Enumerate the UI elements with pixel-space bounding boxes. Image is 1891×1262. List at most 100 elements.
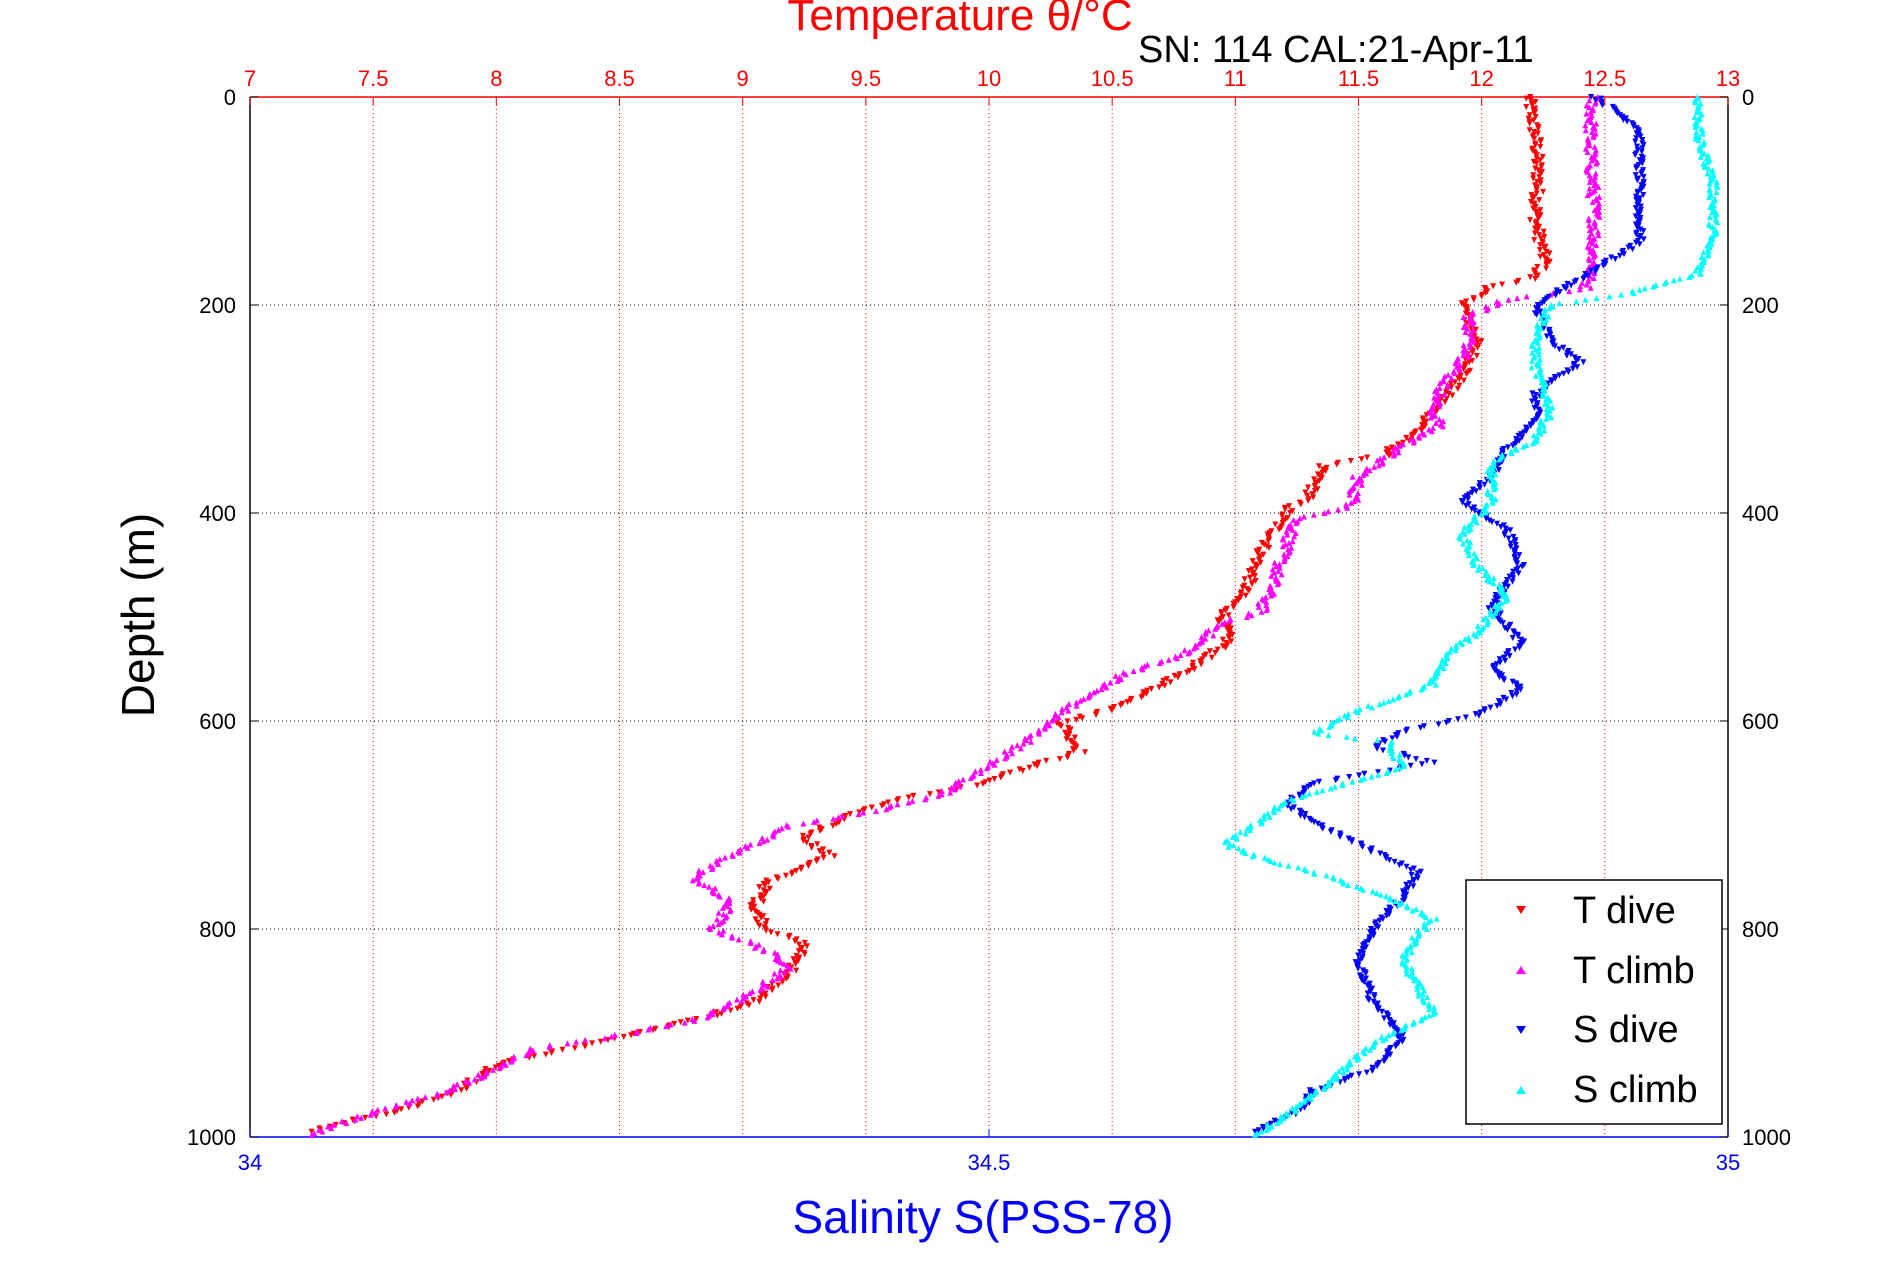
data-point-t-climb (1093, 687, 1100, 694)
data-point-t-climb (1156, 660, 1163, 666)
data-point-t-climb (860, 809, 867, 816)
data-point-t-dive (935, 789, 942, 796)
data-point-s-dive (1509, 678, 1516, 685)
data-point-s-dive (1483, 515, 1490, 522)
data-point-t-climb (1346, 488, 1353, 495)
data-point-s-dive (1492, 591, 1499, 598)
data-point-t-dive (1527, 94, 1534, 100)
data-point-t-climb (1281, 551, 1288, 558)
data-point-s-climb (1430, 1004, 1437, 1011)
data-point-t-climb (771, 970, 778, 977)
data-point-s-climb (1390, 755, 1397, 762)
data-point-t-dive (1255, 556, 1262, 563)
data-point-t-dive (458, 1087, 465, 1094)
data-point-s-climb (1331, 783, 1338, 790)
data-point-t-dive (1198, 661, 1205, 668)
data-point-t-climb (1284, 531, 1291, 538)
data-point-t-dive (1531, 225, 1538, 232)
data-point-t-dive (1208, 654, 1215, 661)
data-point-t-climb (774, 957, 781, 964)
data-point-s-climb (1261, 812, 1268, 819)
data-point-t-dive (991, 776, 998, 783)
data-point-t-climb (1325, 508, 1332, 515)
data-point-s-dive (1361, 770, 1368, 777)
data-point-s-climb (1692, 132, 1699, 139)
data-point-s-climb (1433, 915, 1440, 922)
data-point-s-climb (1410, 1020, 1417, 1027)
data-point-s-climb (1387, 896, 1394, 903)
data-point-s-dive (1383, 855, 1390, 862)
data-point-t-climb (1436, 380, 1443, 386)
data-point-s-dive (1556, 289, 1563, 295)
data-point-s-climb (1686, 274, 1693, 280)
data-point-t-dive (1530, 205, 1537, 212)
data-point-t-climb (1395, 449, 1402, 456)
temperature-tick-label: 12.5 (1583, 66, 1626, 91)
data-point-s-dive (1636, 195, 1643, 202)
data-point-s-climb (1529, 343, 1536, 350)
data-point-t-dive (997, 774, 1004, 781)
data-point-t-dive (762, 993, 769, 1000)
data-point-s-dive (1396, 1035, 1403, 1042)
data-point-t-climb (746, 990, 753, 997)
data-point-t-dive (1082, 749, 1089, 756)
data-point-t-climb (1586, 178, 1593, 185)
data-point-t-climb (1589, 188, 1596, 195)
data-point-s-dive (1327, 828, 1334, 835)
data-point-t-dive (628, 1032, 635, 1039)
data-point-s-dive (1494, 703, 1501, 710)
data-point-t-dive (1252, 577, 1259, 584)
data-point-t-dive (798, 866, 805, 873)
data-point-s-dive (1387, 1051, 1394, 1058)
data-point-t-dive (1272, 521, 1279, 528)
data-point-s-climb (1349, 778, 1356, 785)
depth-tick-label-left: 200 (199, 293, 236, 318)
data-point-s-climb (1538, 371, 1545, 378)
data-point-t-climb (1243, 614, 1250, 620)
legend-label-t-climb: T climb (1573, 950, 1695, 992)
data-point-t-dive (1530, 175, 1537, 182)
data-point-s-climb (1529, 349, 1536, 356)
data-point-t-dive (652, 1025, 659, 1032)
data-point-t-climb (810, 818, 817, 825)
data-point-s-dive (1377, 850, 1384, 857)
data-point-t-climb (1584, 192, 1591, 199)
data-point-t-climb (1399, 441, 1406, 448)
data-point-t-dive (1219, 643, 1226, 650)
data-point-t-climb (608, 1033, 615, 1040)
data-point-t-climb (1279, 536, 1286, 543)
data-point-s-dive (1463, 502, 1470, 509)
legend-label-s-dive: S dive (1573, 1009, 1679, 1051)
data-point-s-climb (1676, 275, 1683, 282)
data-point-t-dive (1276, 526, 1283, 533)
data-point-s-climb (1321, 1085, 1328, 1092)
data-point-s-dive (1637, 203, 1644, 210)
data-point-s-dive (1387, 1018, 1394, 1025)
data-point-t-dive (1108, 707, 1115, 714)
data-point-t-climb (695, 880, 702, 887)
data-point-s-dive (1348, 838, 1355, 845)
data-point-s-climb (1403, 967, 1410, 974)
data-point-t-climb (704, 1014, 711, 1021)
data-point-t-climb (722, 854, 729, 861)
data-point-t-climb (938, 787, 945, 794)
data-point-s-dive (1638, 148, 1645, 155)
data-point-s-dive (1446, 718, 1453, 724)
data-point-s-dive (1374, 1063, 1381, 1070)
data-point-s-climb (1362, 1045, 1369, 1052)
data-point-t-dive (762, 990, 769, 997)
data-point-s-climb (1491, 486, 1498, 493)
data-point-t-climb (751, 944, 758, 951)
data-point-s-dive (1384, 1049, 1391, 1056)
data-point-s-climb (1693, 128, 1700, 135)
data-point-s-climb (1697, 153, 1704, 160)
data-point-s-dive (1495, 467, 1502, 474)
data-point-s-dive (1387, 906, 1394, 913)
data-point-t-climb (1421, 431, 1428, 438)
data-point-t-climb (718, 931, 725, 938)
data-point-s-climb (1709, 209, 1716, 216)
data-point-s-climb (1261, 854, 1268, 861)
data-point-t-dive (1526, 127, 1533, 134)
data-point-t-dive (1035, 759, 1042, 766)
data-point-s-dive (1548, 378, 1555, 385)
